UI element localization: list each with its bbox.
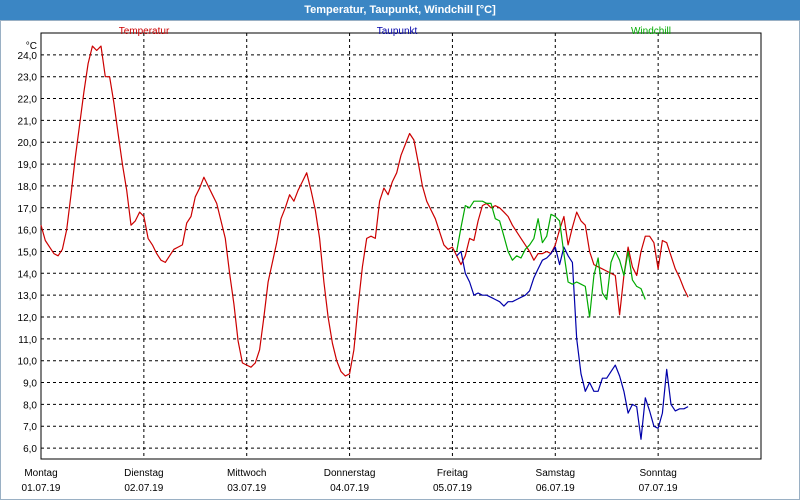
x-tick-date-label: 02.07.19 <box>124 483 163 494</box>
plot-area-border <box>40 32 762 460</box>
y-tick-label: 9,0 <box>23 379 37 390</box>
axes <box>40 32 762 460</box>
y-tick-label: 13,0 <box>18 291 38 302</box>
x-tick-day-label: Donnerstag <box>324 468 376 479</box>
y-tick-label: 22,0 <box>18 95 38 106</box>
y-tick-label: 7,0 <box>23 422 37 433</box>
y-tick-label: 16,0 <box>18 226 38 237</box>
line-chart: 6,0 7,0 8,0 9,0 10,0 11,0 12,0 13,0 14,0 15,0 16,0… <box>18 26 762 494</box>
legend-label-windchill: Windchill <box>631 26 671 37</box>
legend: Temperatur Taupunkt Windchill <box>119 26 671 37</box>
y-tick-label: 18,0 <box>18 182 38 193</box>
x-tick-date-label: 03.07.19 <box>227 483 266 494</box>
y-tick-label: 24,0 <box>18 51 38 62</box>
series-line-temperatur <box>40 45 689 377</box>
y-tick-label: 20,0 <box>18 138 38 149</box>
y-tick-label: 8,0 <box>23 400 37 411</box>
x-tick-day-label: Sonntag <box>640 468 677 479</box>
legend-label-temperatur: Temperatur <box>119 26 170 37</box>
chart-frame: 6,0 7,0 8,0 9,0 10,0 11,0 12,0 13,0 14,0 15,0 16,0… <box>0 20 800 500</box>
y-tick-label: 15,0 <box>18 247 38 258</box>
series-line-taupunkt <box>456 246 689 440</box>
y-tick-label: 14,0 <box>18 269 38 280</box>
grid-lines <box>41 33 761 459</box>
y-tick-label: 17,0 <box>18 204 38 215</box>
series-lines <box>40 45 689 440</box>
y-tick-label: 11,0 <box>18 335 37 346</box>
legend-label-taupunkt: Taupunkt <box>377 26 418 37</box>
x-tick-day-label: Mittwoch <box>227 468 266 479</box>
y-tick-label: 10,0 <box>18 357 38 368</box>
y-tick-label: 6,0 <box>23 444 37 455</box>
x-tick-day-label: Freitag <box>437 468 468 479</box>
y-tick-label: 19,0 <box>18 160 38 171</box>
y-tick-label: 23,0 <box>18 73 38 84</box>
chart-title: Temperatur, Taupunkt, Windchill [°C] <box>0 0 800 20</box>
y-tick-label: 12,0 <box>18 313 38 324</box>
x-tick-date-label: 07.07.19 <box>639 483 678 494</box>
x-tick-date-label: 05.07.19 <box>433 483 472 494</box>
x-tick-day-label: Dienstag <box>124 468 163 479</box>
tick-labels: 6,0 7,0 8,0 9,0 10,0 11,0 12,0 13,0 14,0 15,0 16,0… <box>18 41 679 494</box>
x-tick-date-label: 01.07.19 <box>22 483 61 494</box>
x-tick-date-label: 04.07.19 <box>330 483 369 494</box>
x-tick-day-label: Montag <box>24 468 57 479</box>
series-line-windchill <box>456 200 646 318</box>
x-tick-day-label: Samstag <box>536 468 575 479</box>
x-tick-date-label: 06.07.19 <box>536 483 575 494</box>
y-tick-label: 21,0 <box>18 116 38 127</box>
y-unit-label: °C <box>26 41 37 52</box>
